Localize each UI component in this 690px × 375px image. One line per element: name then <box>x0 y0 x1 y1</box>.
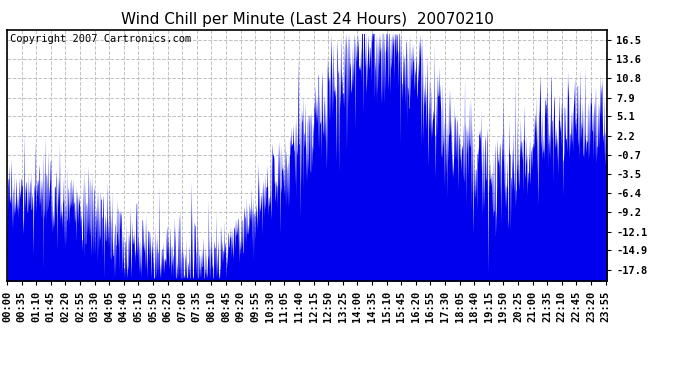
Text: Copyright 2007 Cartronics.com: Copyright 2007 Cartronics.com <box>10 34 191 44</box>
Title: Wind Chill per Minute (Last 24 Hours)  20070210: Wind Chill per Minute (Last 24 Hours) 20… <box>121 12 493 27</box>
